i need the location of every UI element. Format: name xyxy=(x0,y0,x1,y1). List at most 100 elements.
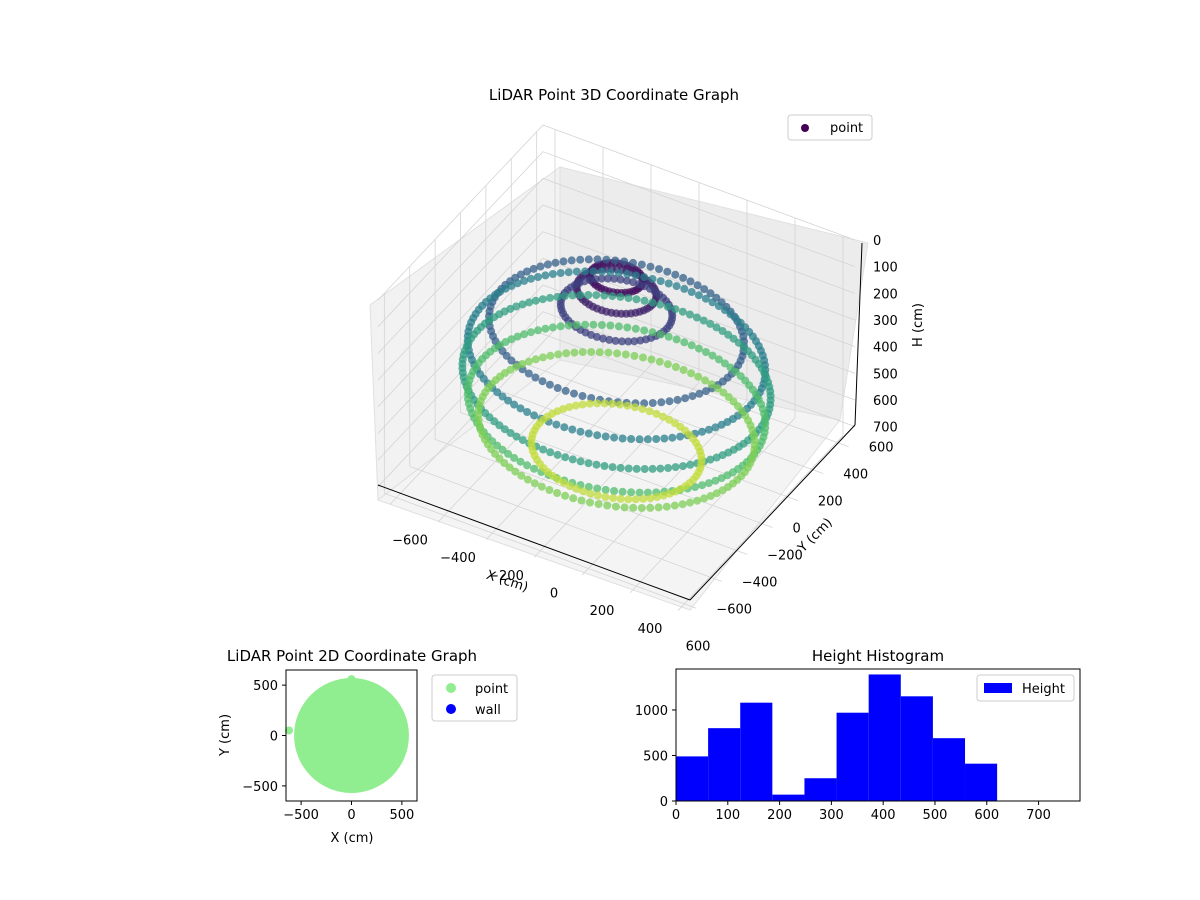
data-point xyxy=(601,432,610,441)
data-point xyxy=(531,296,540,305)
data-point xyxy=(541,271,550,280)
data-point xyxy=(594,491,602,500)
data-point xyxy=(516,270,525,279)
chart-2d-legend-marker-wall xyxy=(446,704,456,714)
data-point xyxy=(539,445,548,454)
data-point xyxy=(593,484,602,493)
data-point xyxy=(556,322,565,331)
histogram-bars xyxy=(676,674,998,801)
data-point xyxy=(638,405,647,414)
data-point xyxy=(504,396,513,405)
data-point xyxy=(599,334,607,343)
y-tick-label: −200 xyxy=(767,548,803,563)
data-point xyxy=(635,488,644,497)
data-point xyxy=(615,400,624,409)
data-point xyxy=(600,291,609,300)
histogram-frame xyxy=(675,668,1081,802)
data-point xyxy=(518,300,527,309)
x-tick-label: 700 xyxy=(1026,808,1051,823)
data-point xyxy=(694,372,703,381)
data-point xyxy=(507,281,516,290)
data-point xyxy=(564,268,573,277)
data-point xyxy=(646,494,655,503)
data-point xyxy=(624,464,633,473)
data-point xyxy=(552,420,561,429)
data-point xyxy=(707,380,716,389)
data-point xyxy=(663,360,672,369)
chart-2d-legend-marker-point xyxy=(446,683,456,693)
data-point xyxy=(671,270,680,279)
data-point xyxy=(706,319,715,328)
chart-3d-zlabel: H (cm) xyxy=(911,303,926,347)
data-point xyxy=(629,503,638,512)
x-tick-label: 500 xyxy=(389,808,414,823)
data-point xyxy=(724,393,733,401)
chart-3d-x-axis-line xyxy=(377,484,691,601)
data-point xyxy=(687,369,696,378)
data-point xyxy=(678,500,687,509)
data-point xyxy=(660,434,669,443)
data-point xyxy=(520,276,529,285)
data-point xyxy=(656,300,665,309)
histogram-title: Height Histogram xyxy=(812,647,944,665)
data-point xyxy=(611,502,620,511)
data-point xyxy=(637,260,646,269)
chart-3d-z-axis-line xyxy=(854,242,863,426)
data-point xyxy=(687,288,696,296)
data-point xyxy=(548,270,557,278)
data-point xyxy=(510,400,519,409)
grid-line xyxy=(377,204,856,381)
data-point xyxy=(534,326,542,335)
data-point xyxy=(513,279,522,288)
data-point xyxy=(663,302,672,311)
data-point xyxy=(719,388,728,397)
data-point xyxy=(606,321,615,330)
point-outlier xyxy=(347,675,356,684)
data-point xyxy=(534,273,542,281)
data-point xyxy=(516,404,525,413)
chart-2d-legend-label-wall: wall xyxy=(475,703,501,718)
data-point xyxy=(498,392,507,401)
histogram-bar xyxy=(868,674,901,801)
data-point xyxy=(620,503,629,512)
data-point xyxy=(571,401,580,410)
data-point xyxy=(538,295,547,304)
chart-3d-y-axis-line xyxy=(689,424,856,601)
data-point xyxy=(702,387,710,396)
data-point xyxy=(525,298,534,307)
data-point xyxy=(711,423,720,432)
data-point xyxy=(670,501,679,510)
data-point xyxy=(726,363,735,372)
data-point xyxy=(679,462,687,471)
data-point xyxy=(623,401,632,410)
data-point xyxy=(720,359,729,368)
data-point xyxy=(559,478,568,487)
data-point xyxy=(572,267,581,276)
chart-3d: LiDAR Point 3D Coordinate Graph −600 −400… xyxy=(369,86,926,655)
data-point xyxy=(712,323,721,332)
data-point xyxy=(594,500,603,509)
data-point xyxy=(576,457,585,466)
data-point xyxy=(584,459,593,468)
data-point xyxy=(561,386,570,395)
data-point xyxy=(711,476,720,485)
data-point xyxy=(523,267,531,276)
chart-2d-xlabel: X (cm) xyxy=(331,831,374,846)
point-outlier xyxy=(285,726,294,735)
data-point xyxy=(630,351,639,360)
data-point xyxy=(646,262,655,271)
data-point xyxy=(632,464,641,473)
grid-line xyxy=(377,151,856,327)
data-point xyxy=(609,494,618,503)
data-point xyxy=(548,323,557,332)
data-point xyxy=(695,389,704,398)
data-point xyxy=(553,384,562,392)
data-point xyxy=(561,453,570,462)
data-point xyxy=(648,298,657,307)
data-point xyxy=(610,274,619,283)
x-tick-label: 200 xyxy=(767,808,792,823)
x-tick-label: 0 xyxy=(672,808,680,823)
data-point xyxy=(648,464,657,473)
chart-3d-ticks: −600−400−2000200400600−600−400−200020040… xyxy=(392,234,898,655)
data-point xyxy=(562,349,571,358)
